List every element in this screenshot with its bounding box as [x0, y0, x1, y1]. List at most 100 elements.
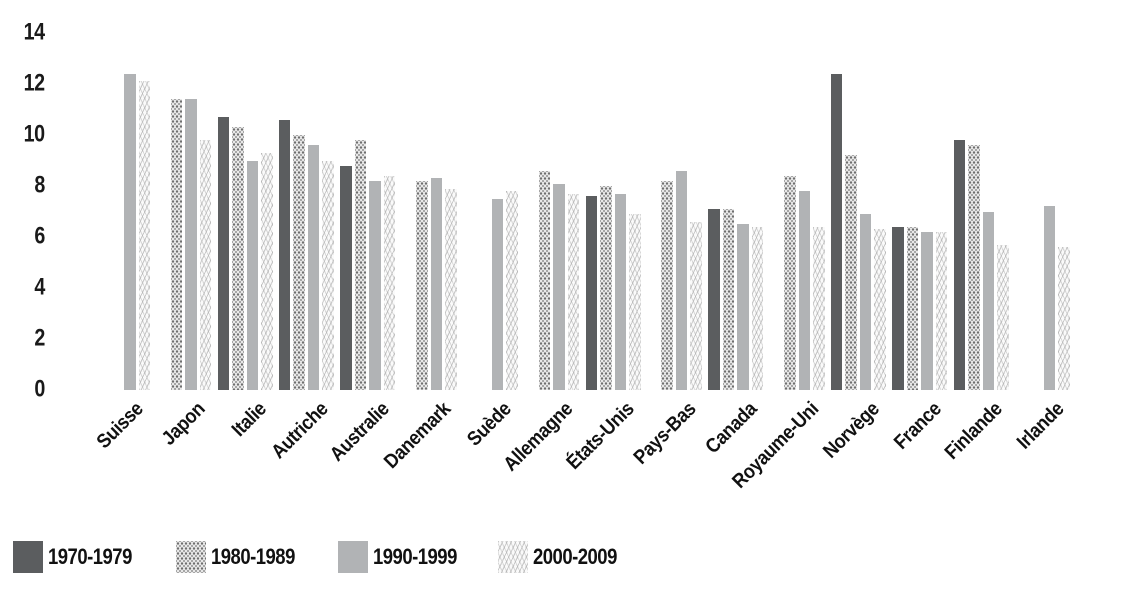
bar-group — [340, 33, 396, 390]
bar-group — [830, 33, 886, 390]
bar-2000-2009 — [874, 229, 886, 390]
y-axis-tick-label: 14 — [23, 18, 45, 46]
bar-1970-1979 — [830, 73, 843, 390]
x-axis-label: France — [889, 398, 946, 454]
x-axis-label: Autriche — [266, 398, 333, 464]
bar-1970-1979 — [340, 165, 352, 390]
bar-2000-2009 — [567, 193, 580, 390]
legend-item-2000-2009: 2000-2009 — [498, 541, 633, 573]
bar-2000-2009 — [506, 191, 518, 390]
bar-1980-1989 — [293, 135, 305, 390]
y-axis-tick-label: 12 — [23, 69, 45, 97]
bar-group — [524, 33, 580, 390]
bar-1990-1999 — [675, 170, 688, 390]
bar-1990-1999 — [921, 231, 933, 390]
legend-swatch-1980-1989 — [176, 541, 206, 573]
bar-1990-1999 — [798, 191, 811, 390]
plot-area — [95, 33, 1070, 390]
bar-1970-1979 — [217, 117, 230, 390]
y-axis-tick-label: 0 — [34, 375, 45, 403]
bar-2000-2009 — [997, 244, 1009, 390]
legend-label-1990-1999: 1990-1999 — [373, 544, 457, 569]
bar-1970-1979 — [892, 226, 904, 390]
bar-group — [95, 33, 150, 390]
bar-1980-1989 — [845, 155, 857, 390]
bar-2000-2009 — [629, 214, 641, 390]
y-axis-tick-label: 8 — [34, 171, 45, 199]
y-axis-tick-label: 2 — [34, 324, 45, 352]
bar-2000-2009 — [751, 226, 764, 390]
bar-1980-1989 — [538, 170, 551, 390]
x-axis-label: Suisse — [92, 398, 149, 454]
bar-1990-1999 — [614, 193, 627, 390]
bar-group — [708, 33, 764, 390]
legend-label-1980-1989: 1980-1989 — [211, 544, 295, 569]
x-axis-label: Norvège — [819, 398, 885, 463]
bar-1970-1979 — [953, 140, 966, 390]
bar-1980-1989 — [600, 186, 612, 390]
x-axis-label: Irlande — [1012, 398, 1069, 454]
bar-1990-1999 — [369, 180, 381, 390]
x-axis-label: Pays-Bas — [629, 398, 701, 469]
bar-2000-2009 — [261, 152, 273, 390]
bar-1980-1989 — [416, 180, 428, 390]
bar-1980-1989 — [722, 209, 735, 390]
bar-1970-1979 — [585, 196, 598, 390]
x-axis-label: Suède — [463, 398, 517, 451]
legend-swatch-1990-1999 — [338, 541, 368, 573]
legend-swatch-1970-1979 — [13, 541, 43, 573]
bar-group — [892, 33, 948, 390]
bar-group — [1015, 33, 1070, 390]
bar-1990-1999 — [982, 211, 995, 390]
legend-label-1970-1979: 1970-1979 — [48, 544, 132, 569]
bar-group — [953, 33, 1009, 390]
y-axis-tick-label: 6 — [34, 222, 45, 250]
legend: 1970-1979 1980-1989 1990-1999 2000-2009 — [0, 541, 1147, 575]
bar-group — [278, 33, 334, 390]
bar-group — [770, 33, 825, 390]
x-axis-label: Japon — [157, 398, 210, 450]
bar-1980-1989 — [968, 145, 980, 390]
bar-group — [647, 33, 702, 390]
bar-2000-2009 — [322, 160, 334, 390]
legend-label-2000-2009: 2000-2009 — [533, 544, 617, 569]
bar-2000-2009 — [1058, 247, 1070, 390]
legend-swatch-2000-2009 — [498, 541, 528, 573]
x-axis-label: Danemark — [379, 398, 455, 474]
bar-2000-2009 — [383, 175, 396, 390]
legend-item-1970-1979: 1970-1979 — [13, 541, 148, 573]
bar-group — [463, 33, 518, 390]
bar-2000-2009 — [813, 226, 825, 390]
bar-1970-1979 — [278, 119, 291, 390]
bar-1980-1989 — [232, 127, 244, 390]
bar-group — [156, 33, 212, 390]
bar-1970-1979 — [708, 209, 720, 390]
bar-2000-2009 — [199, 140, 212, 390]
bar-2000-2009 — [935, 231, 948, 390]
bar-1990-1999 — [737, 224, 749, 390]
x-axis-label: Italie — [227, 398, 271, 442]
bar-1980-1989 — [906, 226, 919, 390]
y-axis-tick-label: 4 — [34, 273, 45, 301]
bar-group — [402, 33, 457, 390]
bar-1980-1989 — [661, 180, 673, 390]
x-axis-label: Finlande — [940, 398, 1007, 464]
x-axis-label: Canada — [701, 398, 762, 459]
bar-1980-1989 — [354, 140, 367, 390]
y-axis-tick-label: 10 — [23, 120, 45, 148]
legend-item-1990-1999: 1990-1999 — [338, 541, 473, 573]
bar-1990-1999 — [185, 99, 197, 390]
bar-1990-1999 — [124, 73, 136, 390]
bar-1990-1999 — [1043, 206, 1056, 390]
bar-1990-1999 — [307, 145, 320, 390]
bar-1990-1999 — [859, 214, 872, 390]
bar-1990-1999 — [491, 198, 504, 390]
bar-1980-1989 — [784, 175, 796, 390]
bar-1980-1989 — [170, 99, 183, 390]
bar-1990-1999 — [246, 160, 259, 390]
bar-group — [585, 33, 641, 390]
bar-2000-2009 — [445, 188, 457, 390]
bar-2000-2009 — [690, 221, 702, 390]
bar-1990-1999 — [430, 178, 443, 390]
